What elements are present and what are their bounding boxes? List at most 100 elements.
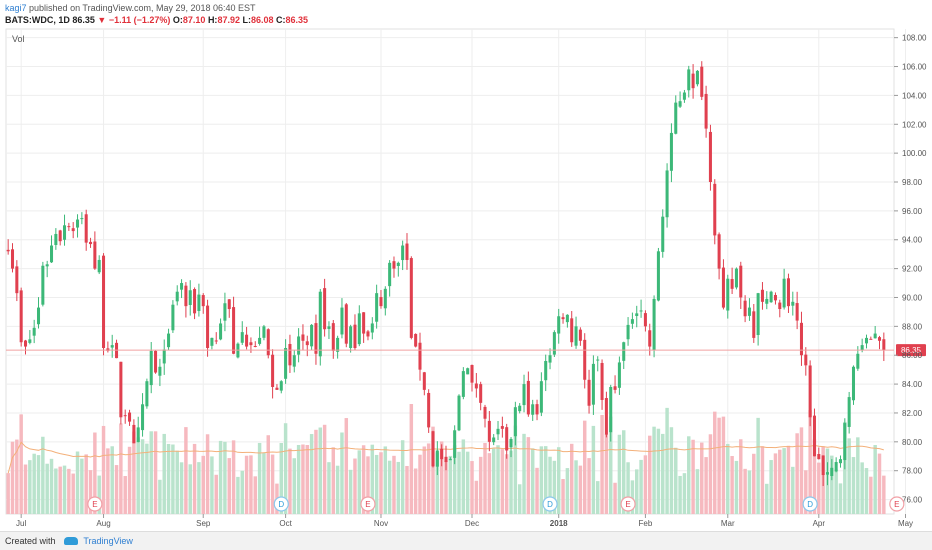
candle-body bbox=[184, 285, 188, 307]
time-axis[interactable]: JulAugSepOctNovDec2018FebMarAprMayJun bbox=[16, 514, 932, 528]
symbol[interactable]: BATS:WDC, 1D bbox=[5, 15, 70, 25]
volume-bar bbox=[71, 473, 75, 514]
volume-bar bbox=[877, 453, 882, 514]
candle-body bbox=[869, 338, 873, 340]
candle-body bbox=[145, 381, 149, 407]
volume-bar bbox=[791, 466, 795, 514]
volume-bar bbox=[721, 416, 726, 514]
candle-body bbox=[102, 255, 106, 349]
time-tick-label: 2018 bbox=[550, 519, 568, 528]
tradingview-link[interactable]: TradingView bbox=[83, 536, 133, 546]
volume-bar bbox=[695, 469, 700, 514]
candle-body bbox=[730, 279, 734, 289]
volume-bar bbox=[648, 435, 652, 514]
volume-bar bbox=[340, 432, 344, 514]
candle-body bbox=[682, 92, 686, 100]
candle-body bbox=[318, 291, 322, 357]
volume-bar bbox=[635, 469, 639, 514]
candle-body bbox=[708, 131, 712, 183]
candle-body bbox=[838, 459, 842, 464]
down-arrow-icon: ▼ bbox=[97, 15, 107, 25]
low-key: L: bbox=[242, 15, 251, 25]
candle-body bbox=[544, 360, 548, 381]
earnings-marker bbox=[360, 496, 376, 512]
volume-bar bbox=[661, 433, 665, 514]
candle-body bbox=[847, 397, 851, 427]
volume-bar bbox=[582, 420, 587, 514]
volume-bar bbox=[452, 445, 457, 514]
candle-body bbox=[188, 290, 192, 305]
volume-bar bbox=[210, 456, 214, 514]
price-tick-label: 106.00 bbox=[902, 63, 927, 72]
candle-body bbox=[812, 415, 816, 457]
volume-bar bbox=[830, 455, 834, 514]
volume-bar bbox=[266, 435, 270, 514]
event-marker-label: D bbox=[547, 500, 553, 509]
volume-bar bbox=[457, 451, 461, 514]
volume-bar bbox=[58, 466, 62, 514]
author-link[interactable]: kagi7 bbox=[5, 3, 27, 13]
candle-body bbox=[604, 398, 608, 435]
dividend-marker bbox=[802, 496, 818, 512]
volume-bar bbox=[639, 459, 643, 514]
dividend-marker bbox=[542, 496, 558, 512]
volume-bar bbox=[713, 411, 717, 514]
candle-body bbox=[379, 297, 383, 307]
volume-bar bbox=[67, 468, 71, 514]
volume-bar bbox=[760, 446, 765, 514]
price-axis[interactable]: 76.00 78.00 80.00 82.00 84.00 86.00 88.00 90.00… bbox=[894, 34, 927, 505]
volume-bar bbox=[357, 450, 362, 514]
footer-bar: Created with TradingView bbox=[0, 531, 932, 550]
volume-bar bbox=[622, 430, 626, 514]
candle-body bbox=[431, 431, 435, 467]
candle-body bbox=[301, 334, 305, 341]
price-tick-label: 102.00 bbox=[902, 120, 927, 129]
candle-body bbox=[327, 326, 331, 329]
candle-body bbox=[578, 329, 582, 341]
candle-body bbox=[154, 350, 158, 373]
event-marker-label: E bbox=[92, 500, 97, 509]
volume-bar bbox=[335, 465, 340, 514]
candle-body bbox=[357, 313, 361, 345]
volume-bar bbox=[838, 483, 843, 514]
volume-bar bbox=[36, 455, 41, 514]
candle-body bbox=[461, 371, 465, 397]
event-marker-label: E bbox=[625, 500, 630, 509]
candle-body bbox=[752, 311, 756, 338]
volume-bar bbox=[305, 444, 310, 514]
volume-bar bbox=[804, 470, 808, 514]
candle-body bbox=[843, 423, 847, 461]
time-tick-label: Aug bbox=[96, 519, 110, 528]
volume-bar bbox=[379, 452, 383, 514]
candle-body bbox=[288, 343, 292, 366]
candle-body bbox=[726, 278, 730, 311]
candle-body bbox=[193, 289, 197, 314]
candle-body bbox=[526, 380, 530, 415]
candle-body bbox=[180, 283, 184, 290]
event-marker-label: E bbox=[365, 500, 370, 509]
volume-bar bbox=[470, 461, 474, 514]
volume-bar bbox=[496, 445, 500, 514]
volume-bar bbox=[240, 470, 244, 514]
candle-body bbox=[444, 456, 448, 463]
volume-bar bbox=[392, 455, 396, 514]
volume-bar bbox=[439, 441, 444, 514]
volume-bar bbox=[236, 476, 240, 514]
candle-body bbox=[721, 267, 725, 308]
volume-bar bbox=[80, 458, 84, 514]
volume-bar bbox=[552, 460, 557, 514]
volume-bar bbox=[539, 446, 544, 514]
volume-bar bbox=[179, 462, 184, 514]
volume-bar bbox=[569, 443, 574, 514]
candle-body bbox=[851, 366, 856, 401]
volume-bar bbox=[561, 479, 565, 514]
candle-body bbox=[245, 334, 249, 347]
price-tick-label: 92.00 bbox=[902, 265, 923, 274]
volume-bar bbox=[279, 443, 284, 514]
price-chart[interactable]: 86.35 76.00 78.00 80.00 82.00 84.00 86.00 88.0… bbox=[0, 0, 932, 531]
candle-body bbox=[691, 73, 695, 89]
candle-body bbox=[509, 438, 513, 448]
volume-bar bbox=[192, 443, 197, 514]
candle-body bbox=[652, 298, 656, 351]
